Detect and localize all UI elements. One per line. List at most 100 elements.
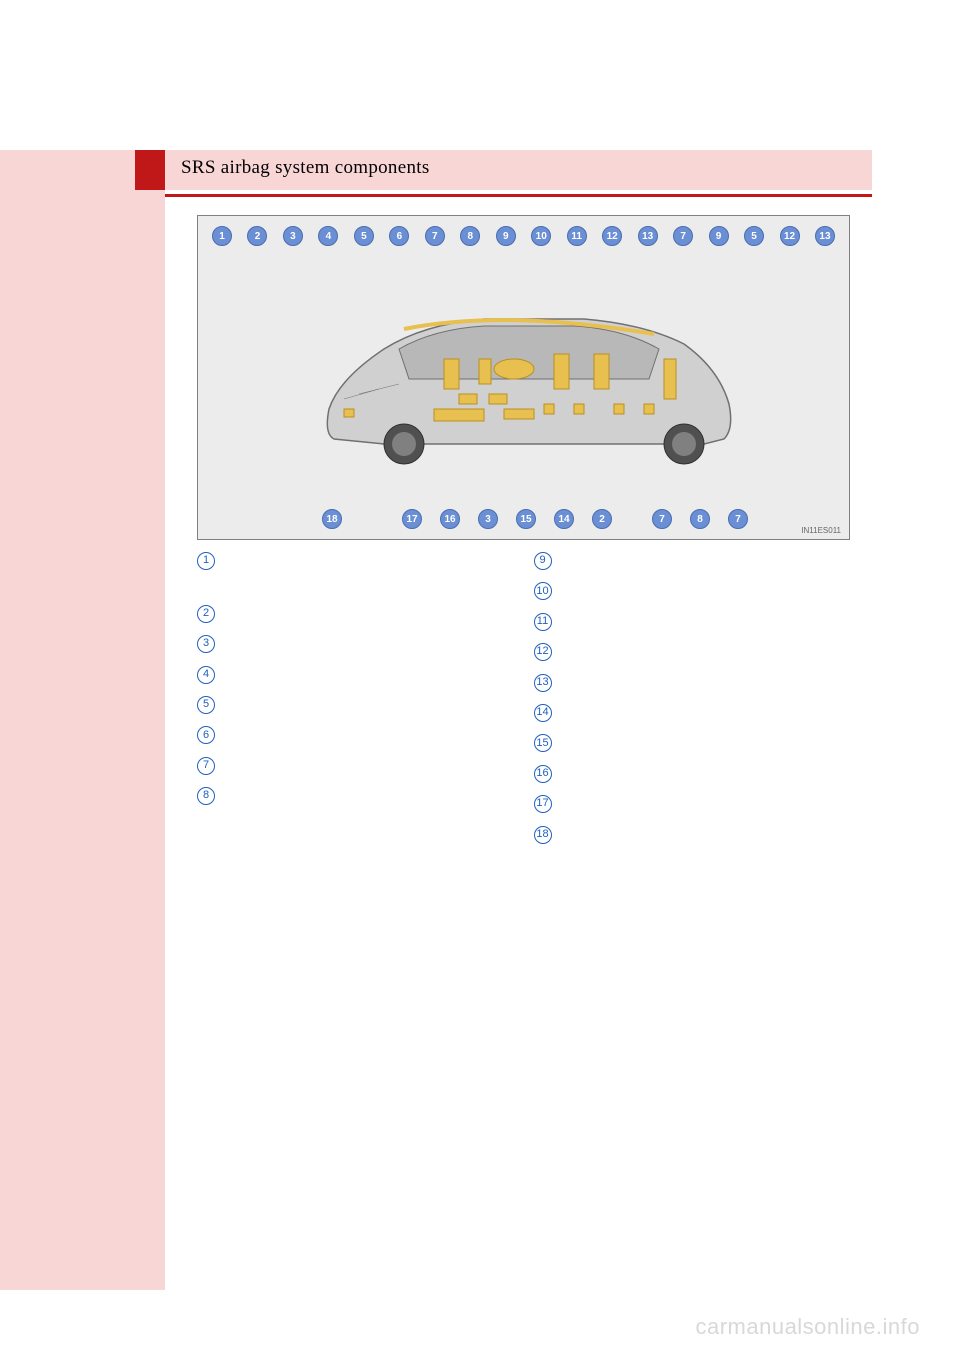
item-number-11: 11 bbox=[534, 613, 552, 631]
component-item-15: 15 Driver's seat belt buckle switch bbox=[534, 732, 851, 754]
item-label: Driver airbag bbox=[562, 763, 648, 785]
callout-7: 7 bbox=[673, 226, 693, 246]
callout-6: 6 bbox=[389, 226, 409, 246]
model-code: ES350_U (OM33A66U) bbox=[140, 1301, 248, 1313]
section-banner: SRS airbag system components bbox=[135, 150, 872, 190]
item-number-17: 17 bbox=[534, 795, 552, 813]
callout-7: 7 bbox=[728, 509, 748, 529]
item-label: Driver's seat belt buckle switch bbox=[562, 732, 762, 754]
car-svg bbox=[304, 299, 744, 489]
item-number-9: 9 bbox=[534, 552, 552, 570]
item-label: Front passenger occupant classification … bbox=[225, 550, 514, 595]
page-number: 40 bbox=[140, 118, 154, 134]
item-number-18: 18 bbox=[534, 826, 552, 844]
callout-5: 5 bbox=[744, 226, 764, 246]
callout-3: 3 bbox=[283, 226, 303, 246]
item-label: SRS warning light bbox=[562, 611, 680, 633]
item-label: Side impact sensors (rear) bbox=[562, 672, 729, 694]
page-content: SRS airbag system components 12345678910… bbox=[165, 0, 960, 1358]
component-item-8: 8 Seat belt pretensioners and force limit… bbox=[197, 785, 514, 807]
callout-17: 17 bbox=[402, 509, 422, 529]
callout-7: 7 bbox=[425, 226, 445, 246]
component-item-13: 13 Side impact sensors (rear) bbox=[534, 672, 851, 694]
item-label: Front passenger airbag bbox=[225, 664, 371, 686]
component-item-5: 5 Curtain shield airbags bbox=[197, 694, 514, 716]
callout-13: 13 bbox=[815, 226, 835, 246]
component-item-2: 2 Side impact sensors (front door) bbox=[197, 603, 514, 625]
item-number-10: 10 bbox=[534, 582, 552, 600]
diagram-code: IN11ES011 bbox=[801, 526, 841, 535]
callout-16: 16 bbox=[440, 509, 460, 529]
callout-12: 12 bbox=[780, 226, 800, 246]
item-number-8: 8 bbox=[197, 787, 215, 805]
item-label: Curtain shield airbags bbox=[225, 694, 365, 716]
item-number-16: 16 bbox=[534, 765, 552, 783]
component-item-6: 6 Seat cushion airbag (front passenger's … bbox=[197, 724, 514, 746]
callout-14: 14 bbox=[554, 509, 574, 529]
banner-tab bbox=[135, 150, 165, 190]
callout-8: 8 bbox=[460, 226, 480, 246]
callout-4: 4 bbox=[318, 226, 338, 246]
component-item-16: 16 Driver airbag bbox=[534, 763, 851, 785]
component-item-7: 7 Side impact sensors (front) bbox=[197, 755, 514, 777]
item-number-4: 4 bbox=[197, 666, 215, 684]
item-label: Side impact sensors (front door) bbox=[225, 603, 431, 625]
chapter-sidebar bbox=[0, 150, 165, 1290]
car-illustration bbox=[304, 299, 744, 489]
item-label: Driver's seat position sensor bbox=[562, 702, 742, 724]
callout-5: 5 bbox=[354, 226, 374, 246]
callout-15: 15 bbox=[516, 509, 536, 529]
callout-7: 7 bbox=[652, 509, 672, 529]
component-item-4: 4 Front passenger airbag bbox=[197, 664, 514, 686]
banner-title: SRS airbag system components bbox=[165, 150, 872, 190]
item-number-6: 6 bbox=[197, 726, 215, 744]
callout-9: 9 bbox=[709, 226, 729, 246]
component-item-18: 18 Front impact sensors bbox=[534, 824, 851, 846]
manual-page: 40 1-1. For safe use SRS airbag system c… bbox=[0, 0, 960, 1358]
callout-8: 8 bbox=[690, 509, 710, 529]
callout-11: 11 bbox=[567, 226, 587, 246]
item-label: Seat cushion airbag (front passenger's s… bbox=[225, 724, 501, 746]
callout-row-top: 123456789101112137951213 bbox=[198, 226, 849, 246]
divider-line bbox=[165, 194, 872, 197]
item-number-13: 13 bbox=[534, 674, 552, 692]
item-label: Airbag sensor assembly bbox=[562, 793, 715, 815]
airbag-diagram: 123456789101112137951213 bbox=[197, 215, 850, 540]
callout-18: 18 bbox=[322, 509, 342, 529]
component-item-9: 9 Side airbags bbox=[534, 550, 851, 572]
callout-9: 9 bbox=[496, 226, 516, 246]
item-label: Rear side airbags (if equipped) bbox=[562, 641, 759, 663]
callout-2: 2 bbox=[247, 226, 267, 246]
item-number-1: 1 bbox=[197, 552, 215, 570]
component-column-right: 9 Side airbags 10 "PASSENGER AIR BAG" indic… bbox=[534, 550, 851, 854]
component-item-17: 17 Airbag sensor assembly bbox=[534, 793, 851, 815]
component-item-12: 12 Rear side airbags (if equipped) bbox=[534, 641, 851, 663]
component-item-3: 3 Knee airbags bbox=[197, 633, 514, 655]
item-number-5: 5 bbox=[197, 696, 215, 714]
item-number-14: 14 bbox=[534, 704, 552, 722]
component-item-1: 1 Front passenger occupant classification… bbox=[197, 550, 514, 595]
item-number-15: 15 bbox=[534, 734, 552, 752]
item-label: Side impact sensors (front) bbox=[225, 755, 398, 777]
callout-row-bottom: 18 17 16 3 15 14 2 787 bbox=[198, 509, 849, 529]
item-label: Seat belt pretensioners and force limite… bbox=[225, 785, 487, 807]
component-item-10: 10 "PASSENGER AIR BAG" indicator lights bbox=[534, 580, 851, 602]
watermark: carmanualsonline.info bbox=[695, 1314, 920, 1340]
item-number-7: 7 bbox=[197, 757, 215, 775]
component-column-left: 1 Front passenger occupant classification… bbox=[197, 550, 514, 854]
callout-13: 13 bbox=[638, 226, 658, 246]
callout-3: 3 bbox=[478, 509, 498, 529]
item-number-3: 3 bbox=[197, 635, 215, 653]
callout-2: 2 bbox=[592, 509, 612, 529]
component-item-11: 11 SRS warning light bbox=[534, 611, 851, 633]
item-label: Knee airbags bbox=[225, 633, 309, 655]
callout-10: 10 bbox=[531, 226, 551, 246]
item-label: Front impact sensors bbox=[562, 824, 695, 846]
item-label: "PASSENGER AIR BAG" indicator lights bbox=[562, 580, 834, 602]
callout-12: 12 bbox=[602, 226, 622, 246]
callout-1: 1 bbox=[212, 226, 232, 246]
item-label: Side airbags bbox=[562, 550, 641, 572]
item-number-2: 2 bbox=[197, 605, 215, 623]
component-item-14: 14 Driver's seat position sensor bbox=[534, 702, 851, 724]
item-number-12: 12 bbox=[534, 643, 552, 661]
